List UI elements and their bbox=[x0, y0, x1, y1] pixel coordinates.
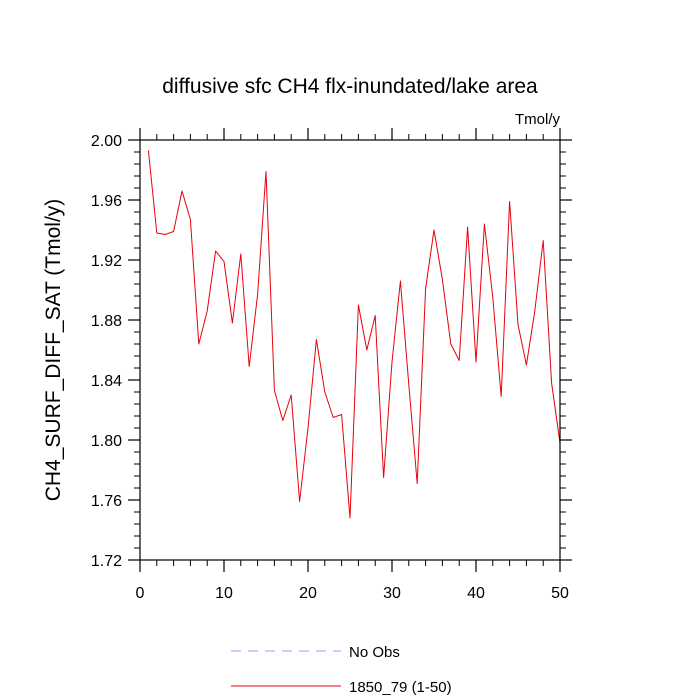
legend-label-series: 1850_79 (1-50) bbox=[349, 679, 452, 696]
series-line bbox=[147, 150, 561, 519]
y-tick-label: 2.00 bbox=[91, 133, 122, 150]
series-layer bbox=[147, 150, 561, 519]
axis-tick-labels: 0 10 20 30 40 50 1.72 1.76 1.80 1.84 1.88 1.92 1.96 2… bbox=[91, 133, 569, 602]
x-tick-label: 20 bbox=[299, 585, 317, 602]
y-tick-label: 1.84 bbox=[91, 373, 122, 390]
y-tick-label: 1.76 bbox=[91, 493, 122, 510]
x-tick-label: 0 bbox=[136, 585, 145, 602]
y-tick-label: 1.96 bbox=[91, 193, 122, 210]
x-tick-label: 50 bbox=[551, 585, 569, 602]
x-tick-label: 40 bbox=[467, 585, 485, 602]
y-tick-label: 1.80 bbox=[91, 433, 122, 450]
y-tick-label: 1.92 bbox=[91, 253, 122, 270]
x-tick-label: 30 bbox=[383, 585, 401, 602]
legend: No Obs 1850_79 (1-50) bbox=[231, 644, 452, 696]
y-tick-label: 1.88 bbox=[91, 313, 122, 330]
y-tick-label: 1.72 bbox=[91, 553, 122, 570]
plot-frame bbox=[139, 139, 561, 561]
y-axis-label: CH4_SURF_DIFF_SAT (Tmol/y) bbox=[42, 199, 65, 502]
legend-label-no-obs: No Obs bbox=[349, 644, 400, 661]
axis-ticks bbox=[128, 128, 572, 572]
units-label: Tmol/y bbox=[515, 111, 561, 128]
x-tick-label: 10 bbox=[215, 585, 233, 602]
chart-title: diffusive sfc CH4 flx-inundated/lake are… bbox=[162, 75, 538, 98]
